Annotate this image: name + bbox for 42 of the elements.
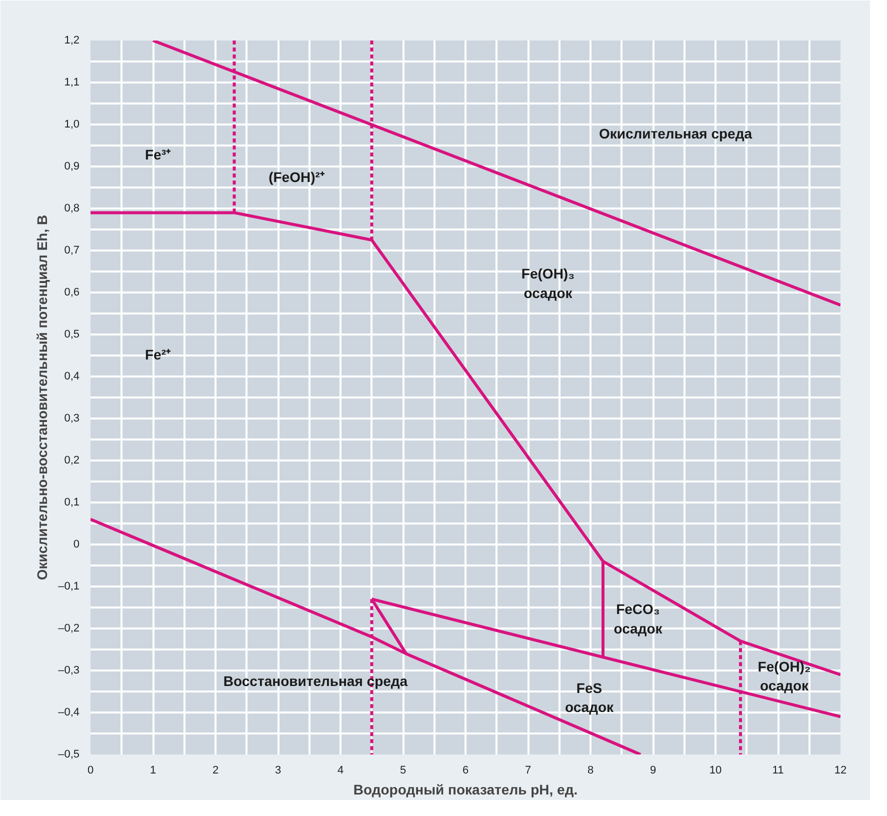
y-tick-label: 1,1: [64, 76, 80, 88]
x-tick-label: 5: [400, 764, 406, 776]
y-tick-label: 0,6: [64, 286, 80, 298]
y-tick-label: 0,3: [64, 412, 80, 424]
x-tick-label: 8: [587, 764, 594, 776]
x-tick-label: 4: [337, 764, 344, 776]
y-tick-label: 0,9: [64, 160, 80, 172]
x-tick-label: 9: [650, 764, 656, 776]
y-tick-label: 0,4: [64, 370, 80, 382]
annotation: (FeOH)²⁺: [268, 169, 325, 186]
x-tick-label: 12: [834, 764, 847, 776]
x-tick-label: 7: [524, 764, 532, 776]
x-tick-label: 11: [772, 764, 784, 776]
annotation: Окислительная среда: [598, 125, 752, 142]
y-tick-label: –0,3: [58, 664, 80, 676]
y-tick-label: 0: [73, 538, 80, 550]
y-axis-title: Окислительно-восстановительный потенциал Eh, В: [34, 214, 50, 580]
x-tick-label: 6: [462, 764, 469, 776]
x-tick-label: 2: [212, 764, 219, 776]
y-tick-label: –0,4: [58, 706, 80, 718]
x-tick-label: 10: [709, 764, 722, 776]
annotation: Fe(OH)₃ осадок: [521, 266, 575, 301]
annotation: FeCO₃ осадок: [614, 601, 664, 636]
x-tick-label: 3: [274, 764, 282, 776]
y-tick-label: –0,2: [58, 622, 80, 634]
x-tick-label: 1: [150, 764, 156, 776]
y-tick-label: 0,8: [64, 202, 80, 214]
y-tick-label: 0,5: [64, 328, 80, 340]
y-tick-label: 0,7: [64, 244, 80, 256]
y-tick-label: 1,0: [64, 118, 80, 130]
annotation: Fe(OH)₂ осадок: [758, 658, 811, 694]
annotation: Восстановительная среда: [223, 672, 408, 689]
y-tick-label: 1,2: [64, 34, 80, 46]
y-tick-label: –0,5: [58, 748, 80, 760]
annotation: Fe²⁺: [145, 346, 171, 363]
x-tick-label: 0: [87, 764, 94, 776]
y-tick-label: 0,1: [64, 496, 80, 508]
annotation: FeS осадок: [564, 680, 615, 715]
y-tick-label: 0,2: [64, 454, 80, 466]
x-axis-title: Водородный показатель pH, ед.: [353, 782, 578, 798]
annotation: Fe³⁺: [145, 146, 171, 163]
y-tick-label: –0,1: [58, 580, 80, 592]
